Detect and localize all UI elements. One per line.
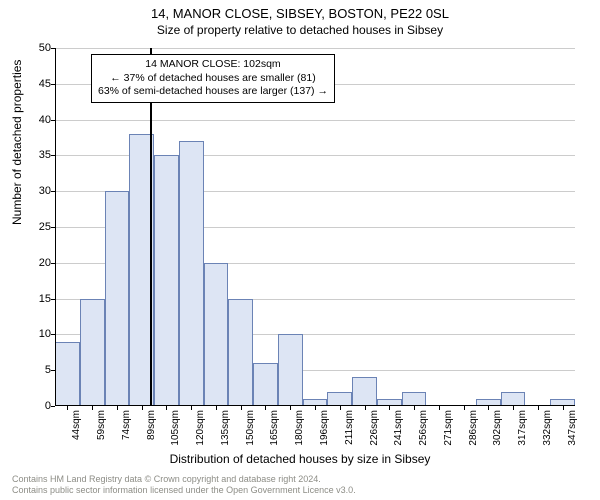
xtick-mark [513,406,514,410]
y-axis [55,48,56,406]
xtick-mark [216,406,217,410]
title-line-2: Size of property relative to detached ho… [0,21,600,37]
xtick-mark [67,406,68,410]
xtick-mark [439,406,440,410]
ytick-label: 35 [21,149,51,161]
histogram-bar [204,263,229,406]
footer-line-2: Contains public sector information licen… [12,485,356,496]
xtick-label: 180sqm [294,410,305,446]
xtick-mark [191,406,192,410]
chart-container: 14, MANOR CLOSE, SIBSEY, BOSTON, PE22 0S… [0,0,600,500]
xtick-mark [563,406,564,410]
histogram-bar [327,392,352,406]
gridline [55,120,575,121]
xtick-label: 105sqm [170,410,181,446]
xtick-label: 74sqm [121,410,132,440]
xtick-label: 226sqm [369,410,380,446]
annotation-line-2: ← 37% of detached houses are smaller (81… [98,72,328,86]
xtick-label: 347sqm [567,410,578,446]
histogram-bar [352,377,377,406]
histogram-bar [402,392,427,406]
ytick-label: 0 [21,400,51,412]
histogram-bar [228,299,253,406]
xtick-mark [265,406,266,410]
histogram-bar [80,299,105,406]
footer-text: Contains HM Land Registry data © Crown c… [12,474,356,496]
xtick-label: 271sqm [443,410,454,446]
ytick-label: 40 [21,114,51,126]
xtick-mark [142,406,143,410]
xtick-label: 317sqm [517,410,528,446]
xtick-mark [365,406,366,410]
xtick-mark [414,406,415,410]
x-axis-label: Distribution of detached houses by size … [0,452,600,466]
ytick-mark [51,406,55,407]
xtick-mark [92,406,93,410]
xtick-mark [464,406,465,410]
gridline [55,48,575,49]
xtick-label: 211sqm [344,410,355,445]
ytick-label: 25 [21,221,51,233]
ytick-label: 45 [21,78,51,90]
histogram-bar [501,392,526,406]
xtick-label: 120sqm [195,410,206,446]
xtick-mark [315,406,316,410]
annotation-line-1: 14 MANOR CLOSE: 102sqm [98,58,328,72]
annotation-box: 14 MANOR CLOSE: 102sqm← 37% of detached … [91,54,335,103]
histogram-bar [278,334,303,406]
xtick-label: 59sqm [96,410,107,440]
xtick-label: 286sqm [468,410,479,446]
xtick-label: 196sqm [319,410,330,446]
xtick-label: 165sqm [269,410,280,446]
xtick-label: 44sqm [71,410,82,440]
histogram-bar [179,141,204,406]
footer-line-1: Contains HM Land Registry data © Crown c… [12,474,356,485]
histogram-bar [253,363,278,406]
xtick-mark [538,406,539,410]
xtick-label: 150sqm [245,410,256,446]
xtick-mark [290,406,291,410]
xtick-label: 89sqm [146,410,157,440]
xtick-label: 241sqm [393,410,404,446]
xtick-mark [488,406,489,410]
histogram-bar [55,342,80,406]
ytick-label: 5 [21,364,51,376]
xtick-mark [117,406,118,410]
annotation-line-3: 63% of semi-detached houses are larger (… [98,85,328,99]
histogram-bar [105,191,130,406]
xtick-mark [340,406,341,410]
xtick-label: 302sqm [492,410,503,446]
xtick-mark [241,406,242,410]
title-line-1: 14, MANOR CLOSE, SIBSEY, BOSTON, PE22 0S… [0,0,600,21]
xtick-label: 332sqm [542,410,553,446]
xtick-label: 256sqm [418,410,429,446]
ytick-label: 20 [21,257,51,269]
xtick-mark [166,406,167,410]
ytick-label: 50 [21,42,51,54]
histogram-bar [154,155,179,406]
xtick-label: 135sqm [220,410,231,446]
plot-area: 44sqm59sqm74sqm89sqm105sqm120sqm135sqm15… [55,48,575,406]
ytick-label: 30 [21,185,51,197]
ytick-label: 10 [21,328,51,340]
xtick-mark [389,406,390,410]
ytick-label: 15 [21,293,51,305]
